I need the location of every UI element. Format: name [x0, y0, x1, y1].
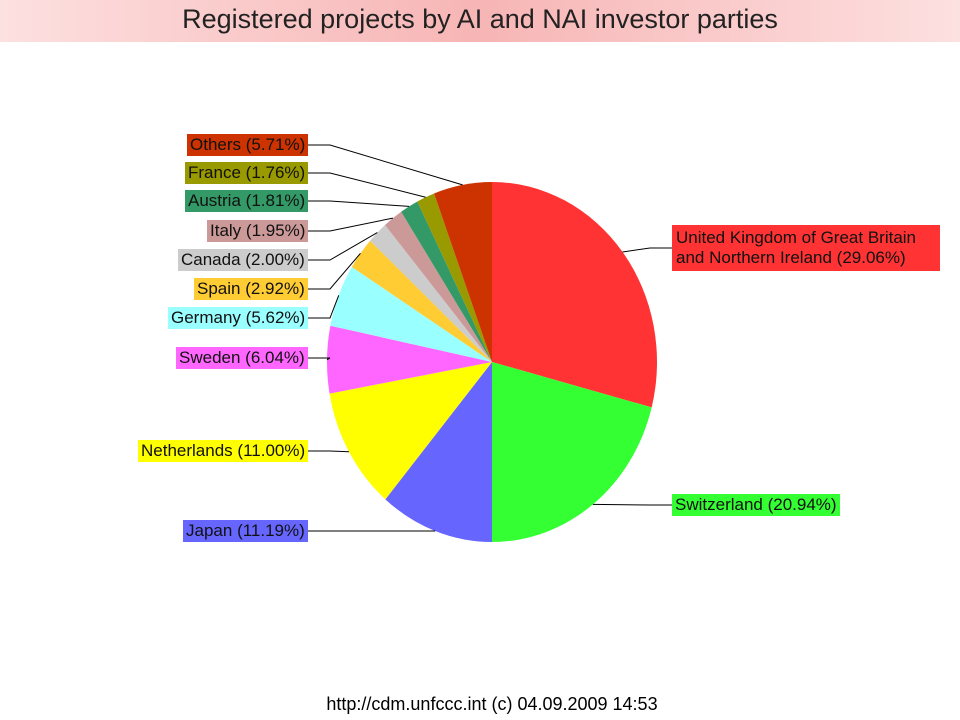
pie-slice [401, 201, 492, 362]
data-label: Italy (1.95%) [207, 220, 309, 242]
label-value: (1.76%) [245, 163, 306, 182]
pie-slice [385, 362, 492, 542]
pie-slice [434, 182, 492, 362]
pie-slice [417, 193, 492, 362]
label-category: Netherlands [141, 441, 233, 460]
pie-slice [327, 325, 492, 394]
data-label: Austria (1.81%) [185, 190, 309, 212]
label-value: (2.92%) [245, 279, 305, 298]
data-label: France (1.76%) [185, 162, 309, 184]
footer: http://cdm.unfccc.int (c) 04.09.2009 14:… [326, 694, 658, 714]
data-label: Netherlands (11.00%) [138, 440, 309, 462]
label-category: France [188, 163, 241, 182]
label-category: Others [190, 135, 242, 154]
leader-line [308, 357, 331, 361]
data-label: Others (5.71%) [187, 134, 309, 156]
data-label: United Kingdom of Great Britain and Nort… [672, 225, 940, 271]
leader-line [308, 217, 393, 232]
label-value: (11.00%) [237, 441, 306, 460]
leader-line [308, 253, 361, 290]
label-value: (29.06%) [836, 248, 906, 267]
leader-line [308, 144, 463, 186]
header-bar [0, 0, 960, 42]
pie-slice [492, 182, 657, 408]
label-value: (2.00%) [245, 250, 305, 269]
label-value: (5.62%) [245, 308, 306, 327]
pie-slice [330, 266, 492, 362]
label-value: (11.19%) [237, 521, 305, 540]
pie-slice [351, 240, 492, 362]
label-value: (20.94%) [767, 495, 837, 514]
data-label: Germany (5.62%) [168, 307, 309, 329]
label-category: Spain [197, 279, 241, 298]
label-category: Austria [188, 191, 241, 210]
leader-line [308, 450, 350, 453]
pie-slice [492, 362, 652, 542]
pie-slice [329, 362, 492, 500]
label-value: (5.71%) [245, 135, 306, 154]
data-label: Spain (2.92%) [194, 278, 308, 300]
leader-line [308, 172, 426, 198]
leader-line [308, 232, 378, 261]
leader-line [308, 295, 340, 319]
label-value: (1.95%) [245, 221, 306, 240]
label-category: Italy [210, 221, 242, 240]
label-value: (6.04%) [245, 348, 305, 367]
label-category: Germany [171, 308, 241, 327]
pie-slice [384, 211, 492, 362]
label-value: (1.81%) [245, 191, 306, 210]
label-category: Switzerland [675, 495, 763, 514]
data-label: Canada (2.00%) [178, 249, 308, 271]
data-label: Sweden (6.04%) [176, 347, 308, 369]
leader-line [308, 200, 410, 207]
data-label: Japan (11.19%) [183, 520, 308, 542]
label-category: Japan [186, 521, 233, 540]
label-category: United Kingdom of Great Britain and Nort… [676, 228, 917, 267]
label-category: Sweden [179, 348, 241, 367]
label-category: Canada [181, 250, 241, 269]
data-label: Switzerland (20.94%) [672, 494, 840, 516]
leader-line [622, 247, 672, 253]
leader-line [592, 503, 672, 506]
pie-slice [370, 224, 492, 362]
chart-title: Registered projects by AI and NAI invest… [182, 4, 778, 34]
